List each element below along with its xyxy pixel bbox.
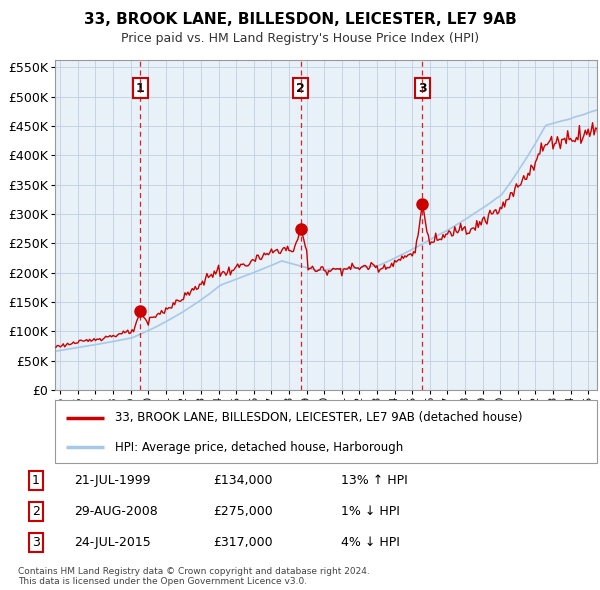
Text: 24-JUL-2015: 24-JUL-2015 — [74, 536, 151, 549]
Text: £134,000: £134,000 — [213, 474, 272, 487]
Text: 13% ↑ HPI: 13% ↑ HPI — [341, 474, 407, 487]
Text: 21-JUL-1999: 21-JUL-1999 — [74, 474, 151, 487]
Text: 1% ↓ HPI: 1% ↓ HPI — [341, 505, 400, 518]
Text: Contains HM Land Registry data © Crown copyright and database right 2024.
This d: Contains HM Land Registry data © Crown c… — [18, 566, 370, 586]
Text: 1: 1 — [136, 81, 145, 94]
FancyBboxPatch shape — [55, 400, 597, 463]
Text: 3: 3 — [418, 81, 427, 94]
Text: 4% ↓ HPI: 4% ↓ HPI — [341, 536, 400, 549]
Text: HPI: Average price, detached house, Harborough: HPI: Average price, detached house, Harb… — [115, 441, 403, 454]
Text: 1: 1 — [32, 474, 40, 487]
Text: 33, BROOK LANE, BILLESDON, LEICESTER, LE7 9AB: 33, BROOK LANE, BILLESDON, LEICESTER, LE… — [83, 12, 517, 27]
Text: £275,000: £275,000 — [213, 505, 273, 518]
Text: 33, BROOK LANE, BILLESDON, LEICESTER, LE7 9AB (detached house): 33, BROOK LANE, BILLESDON, LEICESTER, LE… — [115, 411, 522, 424]
Text: 2: 2 — [32, 505, 40, 518]
Text: £317,000: £317,000 — [213, 536, 272, 549]
Text: 2: 2 — [296, 81, 305, 94]
Text: 3: 3 — [32, 536, 40, 549]
Text: Price paid vs. HM Land Registry's House Price Index (HPI): Price paid vs. HM Land Registry's House … — [121, 32, 479, 45]
Text: 29-AUG-2008: 29-AUG-2008 — [74, 505, 158, 518]
